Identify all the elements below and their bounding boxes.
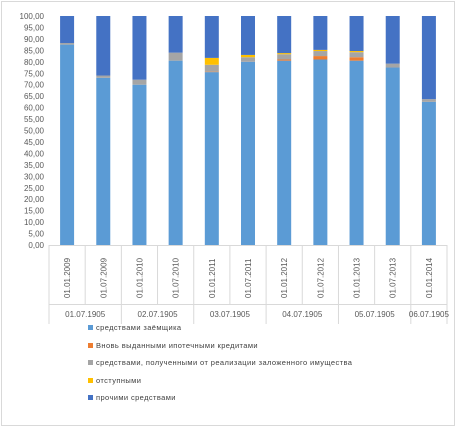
x-group-label: 01.07.1905 xyxy=(65,310,106,319)
bar-segment xyxy=(96,75,111,78)
legend-swatch xyxy=(88,360,93,365)
y-tick-label: 35,00 xyxy=(24,161,45,170)
bar-segment xyxy=(313,51,328,57)
bar-segment xyxy=(277,59,292,61)
bar-segment xyxy=(385,63,400,68)
y-tick-label: 55,00 xyxy=(24,115,45,124)
bar-segment xyxy=(132,84,147,245)
y-tick-label: 25,00 xyxy=(24,184,45,193)
y-tick-label: 60,00 xyxy=(24,104,45,113)
y-tick-label: 0,00 xyxy=(28,241,44,250)
bar-segment xyxy=(421,99,436,102)
bar-segment xyxy=(277,53,292,55)
y-tick-label: 85,00 xyxy=(24,46,45,55)
bar-segment xyxy=(60,16,75,44)
bar-segment xyxy=(96,77,111,245)
bar-segment xyxy=(204,16,219,58)
bar-segment xyxy=(349,51,364,53)
bar-segment xyxy=(385,16,400,64)
x-tick-label: 01.01.2009 xyxy=(63,257,72,298)
x-tick-label: 01.07.2011 xyxy=(244,258,253,298)
y-tick-label: 90,00 xyxy=(24,35,45,44)
legend-label: средствами заёмщика xyxy=(96,323,182,332)
y-tick-label: 20,00 xyxy=(24,195,45,204)
bar-segment xyxy=(349,52,364,58)
bar-segment xyxy=(313,16,328,50)
y-tick-label: 70,00 xyxy=(24,81,45,90)
bar-segment xyxy=(313,59,328,246)
bar-segment xyxy=(421,101,436,245)
legend-label: отступными xyxy=(96,375,142,385)
legend-item: прочими средствами xyxy=(88,392,448,404)
x-tick-label: 01.01.2014 xyxy=(425,257,434,298)
y-tick-label: 10,00 xyxy=(24,218,45,227)
x-group-label: 03.07.1905 xyxy=(210,310,251,319)
legend-label: прочими средствами xyxy=(96,393,176,402)
x-tick-label: 01.07.2010 xyxy=(172,257,181,298)
bar-segment xyxy=(204,64,219,72)
bar-segment xyxy=(277,16,292,54)
bar-segment xyxy=(204,57,219,65)
legend-label: Вновь выданными ипотечными кредитами xyxy=(96,340,259,350)
bar-segment xyxy=(60,43,75,45)
legend-swatch xyxy=(88,325,93,330)
legend-swatch xyxy=(88,395,93,400)
bar-segment xyxy=(277,54,292,60)
bar-segment xyxy=(277,60,292,245)
bar-segment xyxy=(168,60,183,245)
bar-segment xyxy=(421,16,436,100)
y-tick-label: 65,00 xyxy=(24,92,45,101)
y-tick-label: 75,00 xyxy=(24,69,45,78)
legend-swatch xyxy=(88,377,93,383)
bar-segment xyxy=(349,57,364,61)
legend-item: средствами заёмщика xyxy=(88,322,448,334)
bar-segment xyxy=(60,44,75,245)
x-tick-label: 01.01.2010 xyxy=(135,257,144,298)
x-tick-label: 01.07.2009 xyxy=(99,257,108,298)
y-tick-label: 45,00 xyxy=(24,138,45,147)
bar-segment xyxy=(385,67,400,246)
y-tick-label: 15,00 xyxy=(24,207,45,216)
legend-item: отступными xyxy=(88,375,448,387)
bar-segment xyxy=(349,60,364,245)
x-tick-label: 01.01.2011 xyxy=(208,258,217,298)
y-tick-label: 40,00 xyxy=(24,149,45,158)
bar-segment xyxy=(168,52,183,61)
bar-segment xyxy=(349,16,364,52)
bar-segment xyxy=(96,16,111,76)
bar-segment xyxy=(204,72,219,245)
y-tick-label: 80,00 xyxy=(24,58,45,67)
x-tick-label: 01.01.2012 xyxy=(280,257,289,298)
bar-segment xyxy=(313,56,328,60)
bar-segment xyxy=(241,16,255,55)
y-tick-label: 95,00 xyxy=(24,23,45,32)
x-group-label: 02.07.1905 xyxy=(138,310,179,319)
x-tick-label: 01.07.2012 xyxy=(316,257,325,298)
y-tick-label: 5,00 xyxy=(28,230,44,239)
legend-item: средствами, полученными от реализации за… xyxy=(88,357,448,369)
bar-segment xyxy=(313,49,328,52)
x-group-label: 04.07.1905 xyxy=(282,310,323,319)
bar-segment xyxy=(132,79,147,85)
legend-item: Вновь выданными ипотечными кредитами xyxy=(88,340,448,352)
x-tick-label: 01.01.2013 xyxy=(353,257,362,298)
legend-label: средствами, полученными от реализации за… xyxy=(96,358,353,367)
bar-segment xyxy=(168,16,183,53)
x-group-label: 05.07.1905 xyxy=(355,310,396,319)
y-tick-label: 30,00 xyxy=(24,172,45,181)
bar-segment xyxy=(241,57,255,62)
y-tick-label: 50,00 xyxy=(24,127,45,136)
legend-swatch xyxy=(88,342,93,348)
x-tick-label: 01.07.2013 xyxy=(389,257,398,298)
bar-segment xyxy=(241,61,255,245)
bar-segment xyxy=(241,54,255,58)
x-group-label: 06.07.1905 xyxy=(409,310,450,319)
legend: средствами заёмщика Вновь выданными ипот… xyxy=(88,322,448,410)
bar-segment xyxy=(132,16,147,80)
y-tick-label: 100,00 xyxy=(20,12,45,21)
